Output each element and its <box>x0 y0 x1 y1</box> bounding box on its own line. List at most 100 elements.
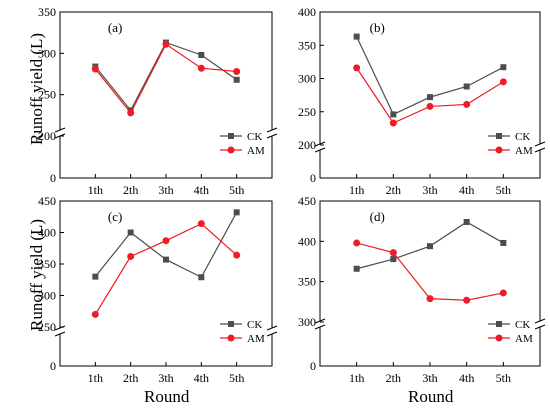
panel-4-xtick-label: 1th <box>349 371 364 385</box>
panel-3-point-ck <box>163 256 169 263</box>
panel-2-point-am <box>463 100 471 108</box>
panel-3-point-am <box>233 251 241 259</box>
panel-2-point-ck <box>427 94 433 101</box>
panel-3-ytick-label: 300 <box>38 289 56 303</box>
panel-1-point-am <box>233 68 241 76</box>
panel-1-break-mark-upper <box>54 127 66 133</box>
panel-4-legend-label-am: AM <box>515 333 533 345</box>
panel-3-ytick-label: 450 <box>38 194 56 208</box>
x-axis-label-right: Round <box>408 387 454 406</box>
panel-1-xtick-label: 1th <box>88 183 103 197</box>
panel-1-break-mark-upper <box>266 127 278 133</box>
panel-1-ytick-label: 200 <box>38 129 56 143</box>
panel-2-legend-label-am: AM <box>515 145 533 157</box>
panel-1-break-mark-lower <box>266 133 278 139</box>
panel-3-point-am <box>91 310 99 318</box>
panel-1-label: (a) <box>108 20 122 35</box>
x-axis-label-left: Round <box>144 387 190 406</box>
panel-4-point-ck <box>353 265 360 272</box>
panel-2-ytick-label: 200 <box>298 138 316 152</box>
panel-1-point-am <box>162 40 170 48</box>
panel-3-group <box>54 200 278 367</box>
panel-2-point-ck <box>463 83 470 90</box>
panel-3-frame <box>59 200 273 367</box>
panel-4-break-mark-lower <box>534 324 546 330</box>
panel-4-ytick-label: 300 <box>298 315 316 329</box>
panel-1-point-am <box>127 109 135 117</box>
panel-3-break-mark-lower <box>266 331 278 337</box>
panel-2-xtick-label: 2th <box>386 183 401 197</box>
panel-3-xtick-label: 3th <box>158 371 173 385</box>
panel-1-xtick-label: 4th <box>194 183 209 197</box>
panel-1-ytick-label: 0 <box>50 171 56 185</box>
panel-2-break-gap-right <box>535 144 545 150</box>
panel-2-xtick-label: 3th <box>422 183 437 197</box>
panel-3-point-ck <box>127 229 134 236</box>
panel-1-legend-marker-ck <box>228 133 234 139</box>
panel-2-point-am <box>426 102 434 110</box>
panel-4-xtick-label: 2th <box>386 371 401 385</box>
panel-4-break-mark-upper <box>314 318 326 324</box>
panel-1-ytick-label: 350 <box>38 5 56 19</box>
panel-4-ytick-label: 350 <box>298 275 316 289</box>
panel-4-break-mark-lower <box>314 324 326 330</box>
panel-4-point-am <box>353 239 361 247</box>
panel-3-xtick-label: 4th <box>194 371 209 385</box>
panel-1-break-gap-right <box>267 130 277 136</box>
panel-1-xtick-label: 3th <box>158 183 173 197</box>
panel-2-legend-label-ck: CK <box>515 131 530 143</box>
panel-3-break-gap-right <box>267 328 277 334</box>
panel-2-break-mark-upper <box>534 141 546 147</box>
panel-2-legend-marker-ck <box>496 133 502 139</box>
panel-2-point-ck <box>500 64 507 71</box>
panel-3-break-gap-left <box>55 328 65 334</box>
y-axis-label-top: Runoff yield (L) <box>27 32 46 145</box>
panel-2-xtick-label: 5th <box>496 183 511 197</box>
panel-1-series-ck-line <box>94 41 238 112</box>
panel-3-legend-label-ck: CK <box>247 319 262 331</box>
panel-3-xtick-label: 1th <box>88 371 103 385</box>
panel-2-label: (b) <box>370 20 385 35</box>
panel-2-point-am <box>353 64 361 72</box>
panel-4-legend-marker-am <box>495 334 503 342</box>
panel-4-break-mark-upper <box>534 318 546 324</box>
panel-4-point-ck <box>427 243 433 250</box>
panel-2-break-mark-upper <box>314 141 326 147</box>
panel-4-point-ck <box>390 256 397 263</box>
panel-3-break-mark-lower <box>54 331 66 337</box>
panel-3-ytick-label: 350 <box>38 257 56 271</box>
panel-4-series-am-line <box>356 242 504 301</box>
panel-2-xtick-label: 1th <box>349 183 364 197</box>
panel-2-ytick-label: 0 <box>310 171 316 185</box>
panel-4-point-am <box>389 249 397 257</box>
panel-1-legend-label-ck: CK <box>247 131 262 143</box>
panel-4-legend-marker-ck <box>496 321 502 327</box>
panel-3-point-ck <box>92 273 99 280</box>
panel-4-ytick-label: 400 <box>298 234 316 248</box>
panel-1-break-gap-left <box>55 130 65 136</box>
panel-3-break-mark-upper <box>266 325 278 331</box>
panel-1-point-am <box>91 65 99 73</box>
panel-4-xtick-label: 4th <box>459 371 474 385</box>
panel-3-label: (c) <box>108 209 122 224</box>
panel-1-xtick-label: 2th <box>123 183 138 197</box>
panel-4-point-ck <box>500 239 507 246</box>
panel-4-point-am <box>499 289 507 297</box>
panel-4-break-gap-right <box>535 321 545 327</box>
panel-2-legend-marker-am <box>495 146 503 154</box>
panel-2-point-am <box>499 78 507 86</box>
panel-4-frame <box>319 200 541 367</box>
panel-4-group <box>314 200 546 367</box>
panel-4-ytick-label: 0 <box>310 359 316 373</box>
y-axis-label-bottom: Runoff yield (L) <box>27 218 46 331</box>
panel-3-ytick-label: 400 <box>38 226 56 240</box>
panel-4-ytick-label: 450 <box>298 194 316 208</box>
panel-3-point-am <box>197 220 205 228</box>
panel-3-xtick-label: 2th <box>123 371 138 385</box>
panel-4-break-gap-left <box>315 321 325 327</box>
panel-1-point-am <box>197 64 205 72</box>
panel-1-ytick-label: 250 <box>38 88 56 102</box>
panel-2-xtick-label: 4th <box>459 183 474 197</box>
panel-2-break-mark-lower <box>534 147 546 153</box>
